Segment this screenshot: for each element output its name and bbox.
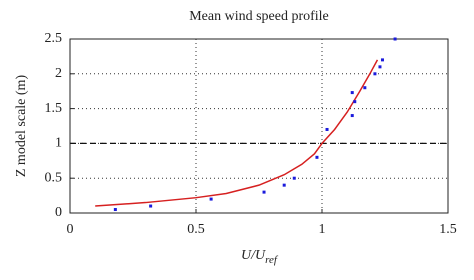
y-tick-label: 0 bbox=[55, 205, 62, 220]
data-point bbox=[292, 176, 296, 180]
data-point bbox=[149, 204, 153, 208]
x-tick-label: 1.5 bbox=[439, 222, 457, 237]
y-tick-label: 1 bbox=[55, 136, 62, 151]
data-point bbox=[209, 197, 213, 201]
x-tick-label: 0.5 bbox=[187, 222, 205, 237]
data-point bbox=[380, 58, 384, 62]
y-tick-label: 0.5 bbox=[45, 170, 63, 185]
data-point bbox=[363, 86, 367, 90]
data-point bbox=[315, 155, 319, 159]
x-axis-label-main: U/U bbox=[241, 248, 266, 263]
plot-frame bbox=[69, 38, 449, 214]
data-point bbox=[262, 190, 266, 194]
x-tick-label: 0 bbox=[67, 222, 74, 237]
y-axis-label: Z model scale (m) bbox=[14, 75, 29, 178]
data-point bbox=[325, 127, 329, 131]
data-point bbox=[350, 91, 354, 95]
data-point bbox=[378, 65, 382, 69]
data-point bbox=[113, 208, 117, 212]
data-point bbox=[350, 114, 354, 118]
data-point bbox=[393, 37, 397, 41]
profile-line bbox=[95, 59, 379, 207]
y-tick-label: 2.5 bbox=[45, 31, 63, 46]
x-axis-label-sub: ref bbox=[265, 254, 279, 266]
chart-title: Mean wind speed profile bbox=[189, 9, 329, 24]
x-axis-label: U/Uref bbox=[241, 248, 279, 265]
x-tick-label: 1 bbox=[319, 222, 326, 237]
data-point bbox=[282, 183, 286, 187]
y-tick-label: 2 bbox=[55, 66, 62, 81]
data-point bbox=[373, 72, 377, 76]
data-point bbox=[353, 100, 357, 104]
y-tick-label: 1.5 bbox=[45, 101, 63, 116]
